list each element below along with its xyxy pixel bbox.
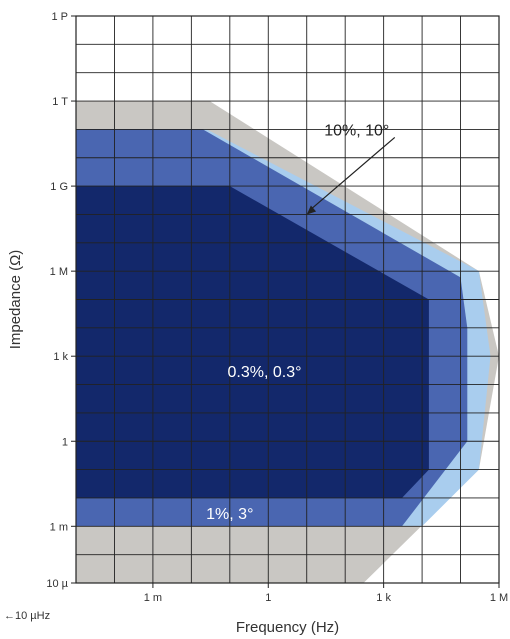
x-extension-note: ←10 µHz (4, 610, 50, 622)
y-tick-label: 1 k (53, 351, 68, 363)
y-tick-label: 1 T (52, 96, 68, 108)
y-tick-label: 1 m (50, 521, 68, 533)
x-tick-label: 1 m (144, 592, 162, 604)
y-tick-label: 1 (62, 436, 68, 448)
annotation-arrow-head (306, 205, 317, 215)
annotation-arrow-line (310, 136, 396, 210)
region-label-0: 10%, 10° (324, 122, 389, 139)
region-label-2: 1%, 3° (206, 506, 253, 523)
x-tick-label: 1 M (490, 592, 508, 604)
region-label-1: 0.3%, 0.3° (228, 364, 302, 381)
grid-lines (75, 15, 500, 584)
accuracy-regions (76, 101, 499, 583)
y-tick-label: 1 G (50, 181, 68, 193)
y-tick-label: 10 µ (46, 578, 68, 590)
x-axis-title: Frequency (Hz) (236, 619, 339, 636)
x-axis-ticks: 1 m 1 1 k 1 M (144, 583, 508, 604)
region-labels: 10%, 10° 0.3%, 0.3° 1%, 3° (206, 122, 396, 523)
y-axis-title: Impedance (Ω) (7, 250, 24, 350)
y-tick-label: 1 P (51, 11, 68, 23)
accuracy-region-3 (76, 186, 429, 498)
y-tick-label: 1 M (50, 266, 68, 278)
y-axis-ticks: 10 µ 1 m 1 1 k 1 M 1 G 1 T 1 P (46, 11, 76, 590)
plot-frame (75, 15, 500, 584)
x-tick-label: 1 k (376, 592, 391, 604)
x-tick-label: 1 (265, 592, 271, 604)
